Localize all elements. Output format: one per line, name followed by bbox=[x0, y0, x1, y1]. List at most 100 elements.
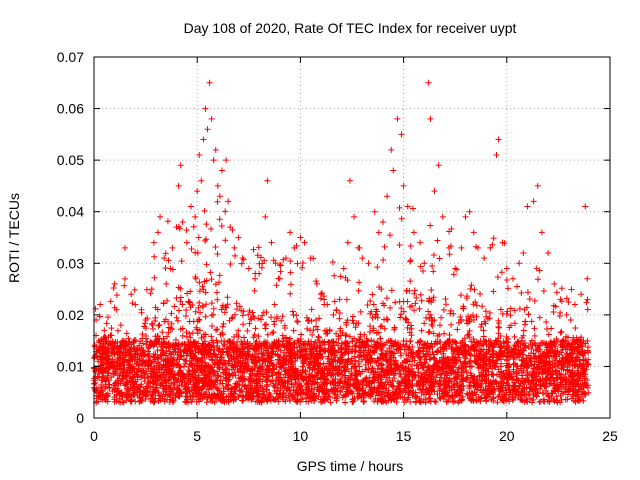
data-point bbox=[183, 307, 190, 314]
data-point bbox=[258, 316, 265, 323]
data-point bbox=[331, 272, 338, 279]
data-point bbox=[214, 198, 221, 205]
data-point bbox=[142, 320, 149, 327]
data-point bbox=[477, 398, 484, 405]
data-point bbox=[299, 264, 306, 271]
data-point bbox=[107, 298, 114, 305]
data-point bbox=[457, 292, 464, 299]
data-point bbox=[191, 362, 198, 369]
data-point bbox=[482, 308, 489, 315]
data-point bbox=[329, 258, 336, 265]
data-point bbox=[374, 264, 381, 271]
data-point bbox=[406, 258, 413, 265]
data-point bbox=[240, 321, 247, 328]
data-point bbox=[568, 286, 575, 293]
data-point bbox=[483, 398, 490, 405]
data-point bbox=[175, 307, 182, 314]
data-point bbox=[496, 324, 503, 331]
data-point bbox=[505, 285, 512, 292]
data-point bbox=[313, 323, 320, 330]
data-point bbox=[209, 322, 216, 329]
data-point bbox=[218, 306, 225, 313]
data-point bbox=[429, 262, 436, 269]
data-point bbox=[468, 282, 475, 289]
data-point bbox=[370, 301, 377, 308]
data-point bbox=[259, 351, 266, 358]
data-point bbox=[365, 365, 372, 372]
data-point bbox=[270, 329, 277, 336]
data-point bbox=[366, 328, 373, 335]
data-point bbox=[214, 368, 221, 375]
data-point bbox=[181, 363, 188, 370]
data-point bbox=[507, 312, 514, 319]
data-point bbox=[149, 325, 156, 332]
data-point bbox=[194, 249, 201, 256]
data-point bbox=[397, 314, 404, 321]
data-point bbox=[543, 325, 550, 332]
data-point bbox=[471, 286, 478, 293]
data-point bbox=[454, 326, 461, 333]
data-point bbox=[277, 268, 284, 275]
data-point bbox=[235, 327, 242, 334]
data-point bbox=[584, 306, 591, 313]
data-point bbox=[548, 325, 555, 332]
data-point bbox=[286, 397, 293, 404]
data-point bbox=[131, 286, 138, 293]
data-point bbox=[174, 317, 181, 324]
data-point bbox=[504, 343, 511, 350]
data-point bbox=[583, 361, 590, 368]
data-point bbox=[294, 318, 301, 325]
data-point bbox=[466, 327, 473, 334]
data-point bbox=[233, 300, 240, 307]
data-point bbox=[187, 288, 194, 295]
data-point bbox=[187, 334, 194, 341]
data-point bbox=[553, 289, 560, 296]
data-point bbox=[228, 315, 235, 322]
data-point bbox=[356, 279, 363, 286]
data-point bbox=[400, 341, 407, 348]
data-point bbox=[222, 208, 229, 215]
data-point bbox=[465, 331, 472, 338]
data-point bbox=[485, 348, 492, 355]
data-point bbox=[478, 321, 485, 328]
data-point bbox=[290, 327, 297, 334]
data-point bbox=[127, 396, 134, 403]
data-point bbox=[214, 326, 221, 333]
data-point bbox=[557, 329, 564, 336]
data-point bbox=[448, 345, 455, 352]
data-point bbox=[336, 310, 343, 317]
data-point bbox=[396, 391, 403, 398]
data-point bbox=[201, 278, 208, 285]
data-point bbox=[472, 299, 479, 306]
data-point bbox=[216, 216, 223, 223]
data-point bbox=[558, 285, 565, 292]
data-point bbox=[396, 241, 403, 248]
data-point bbox=[545, 331, 552, 338]
data-point bbox=[259, 360, 266, 367]
data-point bbox=[271, 301, 278, 308]
data-point bbox=[374, 355, 381, 362]
data-point bbox=[261, 321, 268, 328]
data-point bbox=[183, 227, 190, 234]
data-point bbox=[343, 331, 350, 338]
data-point bbox=[430, 294, 437, 301]
data-point bbox=[406, 329, 413, 336]
data-point bbox=[147, 290, 154, 297]
data-point bbox=[459, 365, 466, 372]
data-point bbox=[207, 269, 214, 276]
data-point bbox=[188, 246, 195, 253]
data-point bbox=[232, 252, 239, 259]
data-point bbox=[562, 371, 569, 378]
data-point bbox=[222, 237, 229, 244]
data-point bbox=[387, 304, 394, 311]
data-point bbox=[441, 330, 448, 337]
data-point bbox=[498, 269, 505, 276]
data-point bbox=[430, 330, 437, 337]
data-point bbox=[239, 397, 246, 404]
data-point bbox=[252, 325, 259, 332]
data-point bbox=[184, 290, 191, 297]
data-point bbox=[304, 325, 311, 332]
data-point bbox=[269, 372, 276, 379]
data-point bbox=[512, 346, 519, 353]
